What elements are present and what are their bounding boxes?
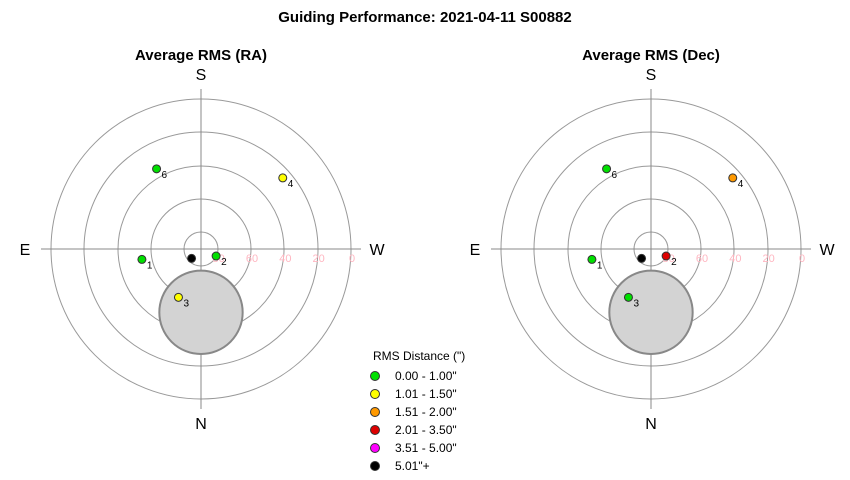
- panel-1-point-label-2: 2: [221, 257, 227, 268]
- legend-color-swatch: [370, 461, 380, 471]
- legend: RMS Distance (") 0.00 - 1.00" 1.01 - 1.50…: [367, 349, 465, 475]
- panel-2-point-label-1: 1: [597, 260, 603, 271]
- legend-color-swatch: [370, 425, 380, 435]
- panel-1-title: Average RMS (RA): [135, 47, 267, 64]
- panel-1-dir-bottom: N: [195, 416, 207, 433]
- panel-2-point-label-2: 2: [671, 257, 677, 268]
- panel-1-point-label-1: 1: [147, 260, 153, 271]
- legend-item: 3.51 - 5.00": [367, 439, 465, 457]
- panel-1-point-2: [173, 292, 183, 302]
- panel-2-point-label-6: 6: [612, 170, 618, 181]
- panel-2-point-4: [661, 251, 671, 261]
- legend-label: 1.51 - 2.00": [395, 405, 457, 419]
- legend-label: 3.51 - 5.00": [395, 441, 457, 455]
- legend-label: 0.00 - 1.00": [395, 369, 457, 383]
- panel-1-tick-20: 20: [313, 253, 325, 265]
- legend-item: 2.01 - 3.50": [367, 421, 465, 439]
- panel-2-dir-right: W: [819, 242, 835, 259]
- panel-2-tick-60: 60: [696, 253, 708, 265]
- panel-1-point-5: [278, 173, 288, 183]
- panel-2-point-6: [602, 164, 612, 174]
- panel-2-tick-40: 40: [729, 253, 741, 265]
- chart-title: Guiding Performance: 2021-04-11 S00882: [278, 9, 572, 26]
- panel-1-point-label-4: 4: [288, 179, 294, 190]
- legend-color-swatch: [370, 389, 380, 399]
- panel-2-point-label-3: 3: [633, 298, 639, 309]
- panel-1-tick-40: 40: [279, 253, 291, 265]
- panel-2-tick-20: 20: [763, 253, 775, 265]
- legend-label: 1.01 - 1.50": [395, 387, 457, 401]
- panel-1-point-6: [152, 164, 162, 174]
- panel-1-dir-top: S: [196, 67, 207, 84]
- panel-2-point-label-4: 4: [738, 179, 744, 190]
- legend-title: RMS Distance ("): [373, 349, 466, 363]
- panel-1-dir-left: E: [20, 242, 31, 259]
- legend-item: 1.51 - 2.00": [367, 403, 465, 421]
- panel-1-point-1: [137, 254, 147, 264]
- panel-2-obstruction: [608, 269, 694, 356]
- legend-label: 5.01"+: [395, 459, 430, 473]
- legend-item: 1.01 - 1.50": [367, 385, 465, 403]
- panel-2-dir-top: S: [646, 67, 657, 84]
- legend-item: 0.00 - 1.00": [367, 367, 465, 385]
- panel-1-dir-right: W: [369, 242, 385, 259]
- panel-1-point-label-3: 3: [183, 298, 189, 309]
- panel-1-tick-60: 60: [246, 253, 258, 265]
- legend-label: 2.01 - 3.50": [395, 423, 457, 437]
- panel-2-point-5: [728, 173, 738, 183]
- panel-1-point-4: [211, 251, 221, 261]
- panel-2-point-2: [623, 292, 633, 302]
- panel-1-tick-0: 0: [349, 253, 355, 265]
- panel-2-point-1: [587, 254, 597, 264]
- panel-2-dir-bottom: N: [645, 416, 657, 433]
- panel-1-point-3: [187, 253, 197, 263]
- panel-2-point-3: [637, 253, 647, 263]
- legend-color-swatch: [370, 443, 380, 453]
- legend-item: 5.01"+: [367, 457, 465, 475]
- panel-1-point-label-6: 6: [162, 170, 168, 181]
- legend-color-swatch: [370, 407, 380, 417]
- panel-2-tick-0: 0: [799, 253, 805, 265]
- panel-1-obstruction: [158, 269, 244, 356]
- legend-color-swatch: [370, 371, 380, 381]
- panel-2-title: Average RMS (Dec): [582, 47, 720, 64]
- panel-2-dir-left: E: [470, 242, 481, 259]
